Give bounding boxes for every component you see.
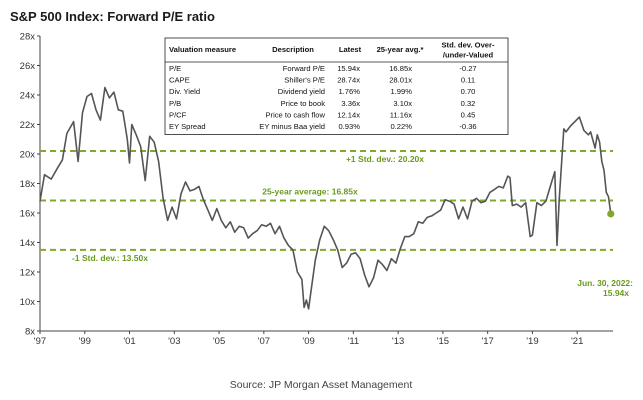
table-cell: 12.14x — [337, 110, 360, 119]
table-header-cell: Description — [272, 45, 314, 54]
table-cell: 0.93% — [338, 122, 360, 131]
x-tick-label: '21 — [571, 336, 583, 347]
source-note: Source: JP Morgan Asset Management — [230, 379, 413, 391]
x-tick-label: '05 — [213, 336, 225, 347]
table-cell: 0.11 — [461, 76, 475, 85]
x-tick-label: '97 — [34, 336, 46, 347]
series-layer: Jun. 30, 2022:15.94x — [39, 86, 633, 310]
table-cell: 0.70 — [461, 87, 476, 96]
y-tick-label: 22x — [20, 120, 36, 131]
table-cell: 28.74x — [337, 76, 360, 85]
y-tick-label: 18x — [20, 179, 36, 190]
table-cell: 16.85x — [389, 64, 412, 73]
reference-line-label: 25-year average: 16.85x — [262, 186, 358, 196]
reference-line-label: -1 Std. dev.: 13.50x — [72, 253, 148, 263]
table-cell: Div. Yield — [169, 87, 200, 96]
y-tick-label: 24x — [20, 90, 36, 101]
table-header-cell: Std. dev. Over- — [441, 41, 495, 50]
end-point-label: Jun. 30, 2022: — [577, 278, 633, 288]
y-tick-label: 10x — [20, 297, 36, 308]
x-tick-label: '01 — [123, 336, 135, 347]
table-cell: Forward P/E — [283, 64, 325, 73]
y-tick-label: 8x — [25, 326, 35, 337]
x-tick-label: '09 — [302, 336, 314, 347]
x-tick-label: '17 — [481, 336, 493, 347]
table-cell: 1.99% — [390, 87, 412, 96]
x-tick-label: '15 — [437, 336, 449, 347]
x-tick-label: '07 — [258, 336, 270, 347]
table-cell: 0.22% — [390, 122, 412, 131]
table-cell: Dividend yield — [278, 87, 325, 96]
table-header-cell: Valuation measure — [169, 45, 236, 54]
y-tick-label: 14x — [20, 238, 36, 249]
table-cell: 3.10x — [393, 99, 412, 108]
chart-axes: 8x 10x 12x 14x 16x 18x 20x 22x 24x 26x 28x '97 '99 '0… — [20, 31, 613, 347]
table-cell: Shiller's P/E — [284, 76, 325, 85]
table-cell: P/B — [169, 99, 181, 108]
series-line — [39, 86, 612, 310]
chart-title: S&P 500 Index: Forward P/E ratio — [10, 9, 215, 24]
y-tick-label: 12x — [20, 267, 36, 278]
reference-line-label: +1 Std. dev.: 20.20x — [346, 154, 424, 164]
valuation-table: Valuation measure Description Latest 25-yea… — [164, 37, 509, 135]
x-tick-label: '03 — [168, 336, 180, 347]
table-cell: 15.94x — [337, 64, 360, 73]
table-cell: 0.45 — [461, 110, 476, 119]
table-header-cell-line2: /under-Valued — [443, 51, 494, 60]
table-cell: -0.36 — [459, 122, 476, 131]
table-cell: 0.32 — [461, 99, 476, 108]
table-cell: Price to book — [281, 99, 326, 108]
table-cell: 3.36x — [341, 99, 360, 108]
table-cell: EY Spread — [169, 122, 206, 131]
table-header-cell: 25-year avg.* — [377, 45, 424, 54]
y-tick-label: 20x — [20, 149, 36, 160]
x-tick-label: '99 — [79, 336, 91, 347]
reference-lines: +1 Std. dev.: 20.20x 25-year average: 16.… — [40, 150, 613, 263]
y-tick-label: 16x — [20, 208, 36, 219]
table-cell: P/E — [169, 64, 181, 73]
y-tick-label: 26x — [20, 61, 36, 72]
x-tick-label: '11 — [348, 336, 360, 347]
y-tick-label: 28x — [20, 31, 36, 42]
table-cell: 1.76% — [338, 87, 360, 96]
table-header-cell: Latest — [339, 45, 362, 54]
table-cell: -0.27 — [459, 64, 476, 73]
x-tick-label: '13 — [392, 336, 404, 347]
end-point-marker — [607, 210, 615, 218]
x-tick-label: '19 — [526, 336, 538, 347]
table-cell: 11.16x — [390, 110, 412, 119]
table-frame — [164, 37, 509, 135]
end-point-value: 15.94x — [603, 288, 629, 298]
table-cell: 28.01x — [389, 76, 412, 85]
table-cell: P/CF — [169, 110, 187, 119]
table-cell: EY minus Baa yield — [259, 122, 325, 131]
table-cell: CAPE — [169, 76, 190, 85]
table-cell: Price to cash flow — [265, 110, 325, 119]
